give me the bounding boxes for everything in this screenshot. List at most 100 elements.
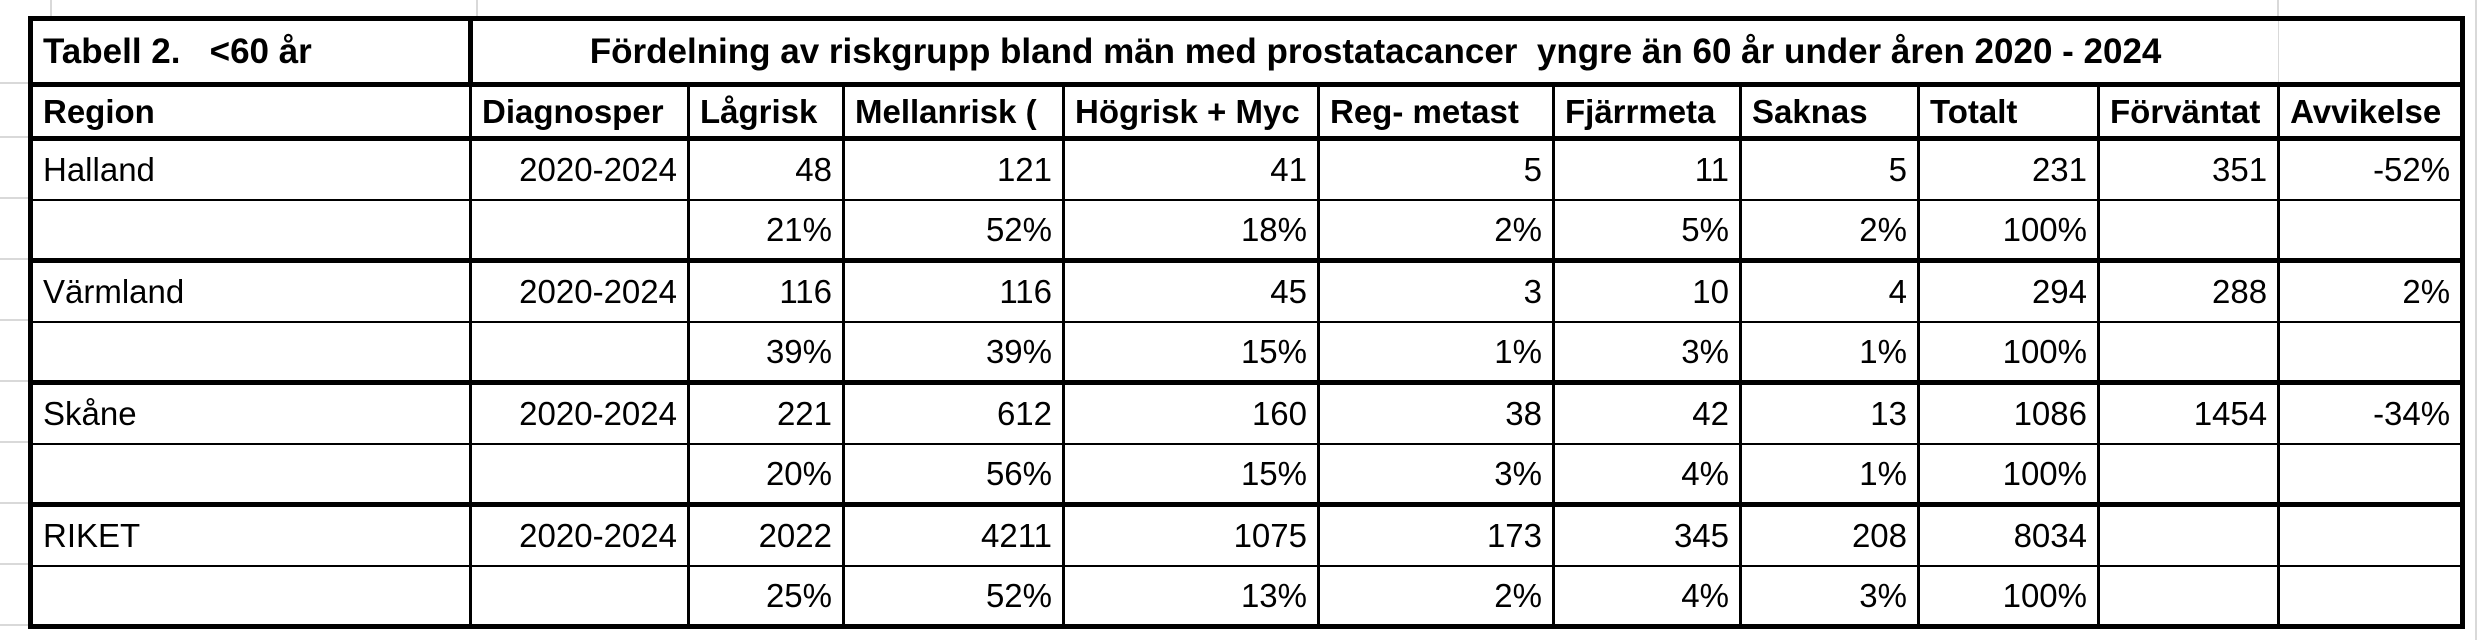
cell-riket-percent-lagrisk[interactable]: 25% [687, 564, 845, 629]
cell-halland-forvantat[interactable]: 351 [2096, 137, 2281, 201]
cell-riket-totalt[interactable]: 8034 [1917, 503, 2100, 567]
cell-skane-percent-totalt[interactable]: 100% [1917, 442, 2100, 507]
cell-varmland-percent-mellanrisk[interactable]: 39% [842, 320, 1065, 385]
cell-halland-percent-avvikelse[interactable] [2277, 198, 2465, 263]
cell-halland-percent-mellanrisk[interactable]: 52% [842, 198, 1065, 263]
cell-riket-percent-reg-metastaser[interactable]: 2% [1317, 564, 1555, 629]
cell-skane-mellanrisk[interactable]: 612 [842, 381, 1065, 445]
column-header-diagnosperiod[interactable]: Diagnosper [469, 83, 690, 141]
cell-varmland-percent-diagnosperiod[interactable] [469, 320, 690, 385]
cell-halland-fjarrmetastaser[interactable]: 11 [1552, 137, 1742, 201]
column-header-forvantat[interactable]: Förväntat [2096, 83, 2281, 141]
cell-riket-fjarrmetastaser[interactable]: 345 [1552, 503, 1742, 567]
cell-riket-saknas[interactable]: 208 [1739, 503, 1920, 567]
cell-varmland-percent-fjarrmetastaser[interactable]: 3% [1552, 320, 1742, 385]
cell-varmland-percent-saknas[interactable]: 1% [1739, 320, 1920, 385]
cell-varmland-forvantat[interactable]: 288 [2096, 259, 2281, 323]
cell-skane-percent-hogrisk[interactable]: 15% [1062, 442, 1320, 507]
cell-halland-lagrisk[interactable]: 48 [687, 137, 845, 201]
cell-skane-percent-diagnosperiod[interactable] [469, 442, 690, 507]
cell-skane-totalt[interactable]: 1086 [1917, 381, 2100, 445]
cell-riket-mellanrisk[interactable]: 4211 [842, 503, 1065, 567]
cell-halland-percent-region[interactable] [29, 198, 472, 263]
cell-riket-avvikelse[interactable] [2277, 503, 2465, 567]
cell-varmland-percent-reg-metastaser[interactable]: 1% [1317, 320, 1555, 385]
cell-varmland-totalt[interactable]: 294 [1917, 259, 2100, 323]
cell-skane-percent-mellanrisk[interactable]: 56% [842, 442, 1065, 507]
cell-halland-reg-metastaser[interactable]: 5 [1317, 137, 1555, 201]
cell-halland-percent-forvantat[interactable] [2096, 198, 2281, 263]
cell-skane-region[interactable]: Skåne [29, 381, 472, 445]
cell-varmland-saknas[interactable]: 4 [1739, 259, 1920, 323]
cell-skane-lagrisk[interactable]: 221 [687, 381, 845, 445]
cell-riket-region[interactable]: RIKET [29, 503, 472, 567]
cell-varmland-mellanrisk[interactable]: 116 [842, 259, 1065, 323]
column-header-mellanrisk[interactable]: Mellanrisk ( [842, 83, 1065, 141]
cell-varmland-hogrisk[interactable]: 45 [1062, 259, 1320, 323]
cell-skane-percent-reg-metastaser[interactable]: 3% [1317, 442, 1555, 507]
table-title-left-cell[interactable]: Tabell 2. <60 år [29, 17, 472, 87]
cell-halland-avvikelse[interactable]: -52% [2277, 137, 2465, 201]
cell-riket-percent-region[interactable] [29, 564, 472, 629]
cell-skane-diagnosperiod[interactable]: 2020-2024 [469, 381, 690, 445]
cell-riket-lagrisk[interactable]: 2022 [687, 503, 845, 567]
cell-skane-fjarrmetastaser[interactable]: 42 [1552, 381, 1742, 445]
cell-halland-percent-saknas[interactable]: 2% [1739, 198, 1920, 263]
cell-skane-percent-saknas[interactable]: 1% [1739, 442, 1920, 507]
cell-halland-saknas[interactable]: 5 [1739, 137, 1920, 201]
cell-halland-hogrisk[interactable]: 41 [1062, 137, 1320, 201]
cell-riket-percent-saknas[interactable]: 3% [1739, 564, 1920, 629]
column-header-reg-metastaser[interactable]: Reg- metast [1317, 83, 1555, 141]
cell-halland-percent-reg-metastaser[interactable]: 2% [1317, 198, 1555, 263]
cell-skane-percent-forvantat[interactable] [2096, 442, 2281, 507]
cell-halland-percent-lagrisk[interactable]: 21% [687, 198, 845, 263]
cell-halland-mellanrisk[interactable]: 121 [842, 137, 1065, 201]
cell-varmland-percent-avvikelse[interactable] [2277, 320, 2465, 385]
cell-riket-percent-diagnosperiod[interactable] [469, 564, 690, 629]
cell-riket-percent-hogrisk[interactable]: 13% [1062, 564, 1320, 629]
cell-halland-diagnosperiod[interactable]: 2020-2024 [469, 137, 690, 201]
cell-varmland-lagrisk[interactable]: 116 [687, 259, 845, 323]
cell-riket-percent-forvantat[interactable] [2096, 564, 2281, 629]
cell-halland-region[interactable]: Halland [29, 137, 472, 201]
column-header-fjarrmetastaser[interactable]: Fjärrmeta [1552, 83, 1742, 141]
cell-halland-percent-hogrisk[interactable]: 18% [1062, 198, 1320, 263]
cell-riket-hogrisk[interactable]: 1075 [1062, 503, 1320, 567]
cell-varmland-percent-region[interactable] [29, 320, 472, 385]
cell-varmland-percent-lagrisk[interactable]: 39% [687, 320, 845, 385]
cell-skane-percent-fjarrmetastaser[interactable]: 4% [1552, 442, 1742, 507]
cell-varmland-percent-totalt[interactable]: 100% [1917, 320, 2100, 385]
table-title-empty-cell[interactable] [2278, 17, 2465, 87]
cell-halland-totalt[interactable]: 231 [1917, 137, 2100, 201]
cell-halland-percent-fjarrmetastaser[interactable]: 5% [1552, 198, 1742, 263]
cell-riket-percent-fjarrmetastaser[interactable]: 4% [1552, 564, 1742, 629]
cell-varmland-fjarrmetastaser[interactable]: 10 [1552, 259, 1742, 323]
cell-skane-forvantat[interactable]: 1454 [2096, 381, 2281, 445]
cell-riket-percent-mellanrisk[interactable]: 52% [842, 564, 1065, 629]
cell-halland-percent-diagnosperiod[interactable] [469, 198, 690, 263]
cell-riket-diagnosperiod[interactable]: 2020-2024 [469, 503, 690, 567]
cell-skane-reg-metastaser[interactable]: 38 [1317, 381, 1555, 445]
cell-riket-reg-metastaser[interactable]: 173 [1317, 503, 1555, 567]
cell-varmland-avvikelse[interactable]: 2% [2277, 259, 2465, 323]
column-header-saknas[interactable]: Saknas [1739, 83, 1920, 141]
column-header-avvikelse[interactable]: Avvikelse [2277, 83, 2465, 141]
cell-halland-percent-totalt[interactable]: 100% [1917, 198, 2100, 263]
cell-skane-saknas[interactable]: 13 [1739, 381, 1920, 445]
cell-skane-avvikelse[interactable]: -34% [2277, 381, 2465, 445]
cell-varmland-region[interactable]: Värmland [29, 259, 472, 323]
column-header-totalt[interactable]: Totalt [1917, 83, 2100, 141]
cell-riket-percent-avvikelse[interactable] [2277, 564, 2465, 629]
cell-riket-forvantat[interactable] [2096, 503, 2281, 567]
cell-riket-percent-totalt[interactable]: 100% [1917, 564, 2100, 629]
table-main-title-cell[interactable]: Fördelning av riskgrupp bland män med pr… [467, 17, 2280, 87]
cell-skane-percent-avvikelse[interactable] [2277, 442, 2465, 507]
cell-varmland-percent-hogrisk[interactable]: 15% [1062, 320, 1320, 385]
cell-varmland-diagnosperiod[interactable]: 2020-2024 [469, 259, 690, 323]
column-header-hogrisk[interactable]: Högrisk + Myc [1062, 83, 1320, 141]
cell-varmland-percent-forvantat[interactable] [2096, 320, 2281, 385]
cell-skane-percent-lagrisk[interactable]: 20% [687, 442, 845, 507]
cell-varmland-reg-metastaser[interactable]: 3 [1317, 259, 1555, 323]
cell-skane-hogrisk[interactable]: 160 [1062, 381, 1320, 445]
column-header-region[interactable]: Region [29, 83, 472, 141]
